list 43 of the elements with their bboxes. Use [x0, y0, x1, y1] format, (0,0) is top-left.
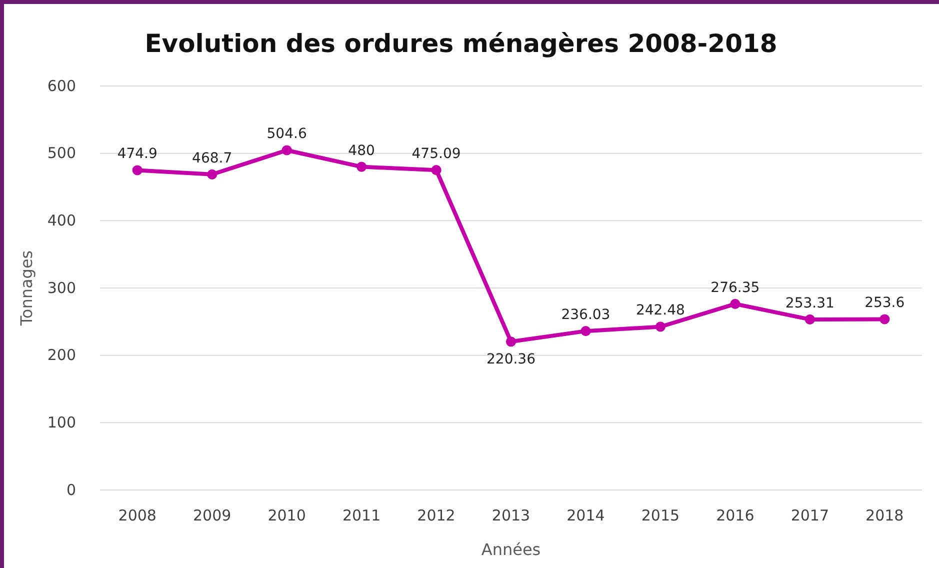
data-label: 468.7: [192, 150, 232, 166]
y-tick-label: 100: [47, 413, 76, 432]
data-label: 474.9: [117, 146, 158, 162]
point: [132, 165, 142, 176]
data-label: 504.6: [266, 126, 307, 142]
y-tick-label: 600: [47, 76, 76, 95]
point: [431, 165, 442, 176]
point: [506, 336, 516, 347]
point: [880, 314, 890, 324]
y-axis-title: Tonnages: [17, 250, 36, 327]
data-label: 253.31: [785, 295, 834, 312]
data-label: 480: [348, 142, 375, 159]
x-tick-label: 2010: [268, 506, 306, 525]
x-tick-label: 2008: [118, 506, 156, 525]
point: [655, 322, 666, 332]
x-tick-label: 2015: [641, 506, 680, 525]
point: [730, 298, 740, 309]
point: [356, 162, 367, 172]
y-tick-label: 300: [47, 278, 76, 297]
point: [804, 314, 815, 324]
x-tick-label: 2013: [492, 506, 530, 525]
data-label: 276.35: [710, 280, 760, 296]
data-label: 475.09: [412, 146, 461, 162]
point: [282, 145, 292, 156]
x-tick-label: 2018: [866, 506, 904, 525]
y-tick-label: 0: [66, 480, 76, 499]
x-tick-label: 2011: [342, 506, 381, 525]
chart-title: Evolution des ordures ménagères 2008-2018: [144, 29, 778, 58]
data-label: 220.36: [486, 352, 536, 368]
x-tick-label: 2009: [192, 506, 232, 525]
x-tick-label: 2016: [716, 506, 754, 525]
x-tick-label: 2014: [566, 506, 605, 525]
x-tick-label: 2012: [417, 506, 456, 525]
x-tick-label: 2017: [790, 506, 830, 525]
x-axis-title: Années: [481, 540, 541, 559]
y-tick-label: 500: [47, 144, 76, 162]
data-label: 236.03: [561, 307, 610, 324]
point: [580, 326, 591, 336]
data-label: 253.6: [864, 295, 905, 312]
point: [207, 169, 218, 180]
y-tick-label: 400: [47, 211, 76, 230]
data-label: 242.48: [636, 302, 685, 319]
y-tick-label: 200: [47, 346, 76, 364]
